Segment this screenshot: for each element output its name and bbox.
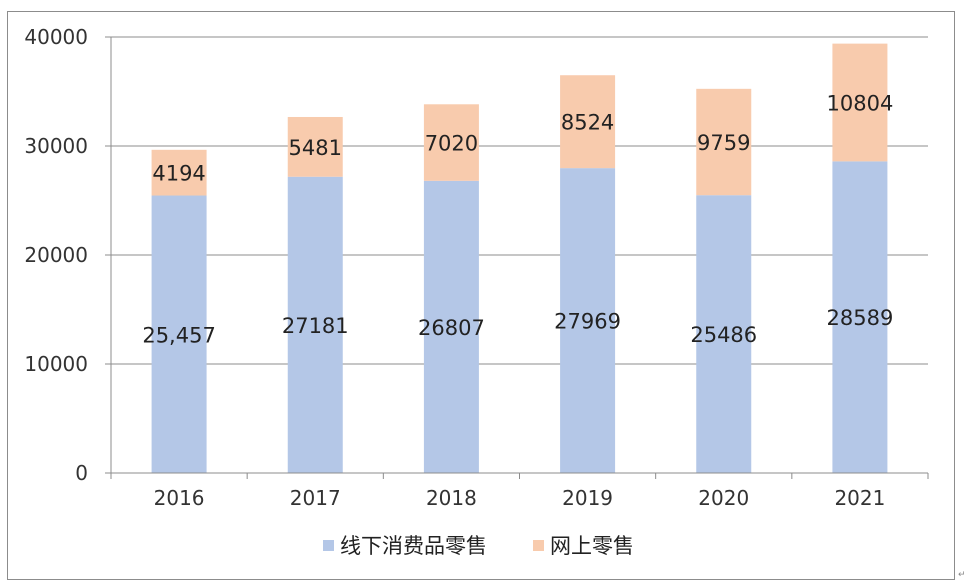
y-tick-label: 20000 bbox=[24, 243, 88, 267]
y-tick-label: 30000 bbox=[24, 134, 88, 158]
data-label: 28589 bbox=[827, 306, 894, 330]
data-label: 27969 bbox=[554, 310, 621, 334]
data-label: 27181 bbox=[282, 314, 349, 338]
legend-label: 网上零售 bbox=[550, 534, 634, 558]
data-label: 25486 bbox=[690, 323, 757, 347]
data-label: 9759 bbox=[697, 131, 750, 155]
data-label: 7020 bbox=[425, 132, 478, 156]
data-label: 5481 bbox=[289, 136, 342, 160]
legend-swatch bbox=[323, 540, 334, 551]
data-label: 26807 bbox=[418, 316, 485, 340]
paragraph-mark: ↵ bbox=[958, 570, 966, 580]
data-label: 4194 bbox=[152, 162, 205, 186]
bar-segment bbox=[423, 180, 479, 473]
bar-segment bbox=[560, 168, 616, 474]
bar-segment bbox=[832, 43, 888, 162]
bar-segment bbox=[287, 116, 343, 177]
x-tick-label: 2017 bbox=[290, 486, 341, 510]
y-tick-label: 40000 bbox=[24, 25, 88, 49]
y-tick-label: 10000 bbox=[24, 352, 88, 376]
x-tick-label: 2020 bbox=[698, 486, 749, 510]
legend-label: 线下消费品零售 bbox=[340, 534, 487, 558]
y-tick-label: 0 bbox=[75, 461, 88, 485]
legend-swatch bbox=[533, 540, 544, 551]
x-tick-label: 2021 bbox=[834, 486, 885, 510]
data-label: 8524 bbox=[561, 111, 614, 135]
data-label: 25,457 bbox=[142, 323, 215, 347]
bar-segment bbox=[151, 195, 207, 473]
data-label: 10804 bbox=[827, 91, 894, 115]
bar-segment bbox=[151, 149, 207, 196]
x-tick-label: 2016 bbox=[154, 486, 205, 510]
bar-segment bbox=[832, 161, 888, 474]
bar-segment bbox=[696, 195, 752, 473]
bar-segment bbox=[696, 88, 752, 196]
x-tick-label: 2018 bbox=[426, 486, 477, 510]
bar-segment bbox=[423, 104, 479, 181]
bar-segment bbox=[287, 176, 343, 473]
x-tick-label: 2019 bbox=[562, 486, 613, 510]
bar-segment bbox=[560, 75, 616, 169]
chart-frame bbox=[7, 11, 955, 580]
